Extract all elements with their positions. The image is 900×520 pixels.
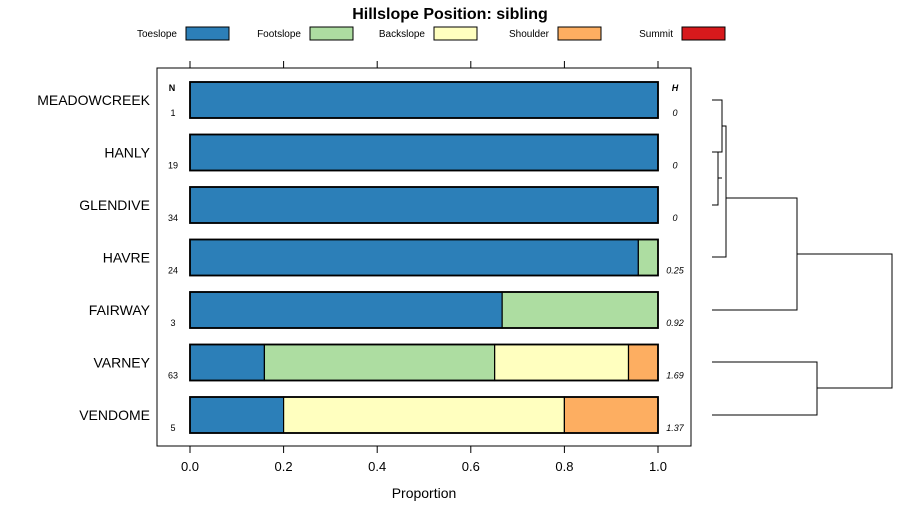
site-label: VENDOME	[79, 407, 150, 423]
site-label: MEADOWCREEK	[37, 92, 150, 108]
row-labels: MEADOWCREEK 1 0 HANLY 19 0 GLENDIVE 34 0 HAVRE 24 0…	[37, 92, 685, 433]
chart-title: Hillslope Position: sibling	[352, 6, 548, 23]
site-label: HAVRE	[103, 250, 150, 266]
bar-outline	[189, 238, 659, 277]
site-label: VARNEY	[93, 355, 150, 371]
bar-segment	[189, 133, 659, 172]
bar-outline	[189, 186, 659, 224]
x-axis-title: Proportion	[392, 485, 457, 501]
plot-frame	[156, 67, 692, 447]
h-value: 1.69	[666, 371, 684, 381]
bar-outline	[189, 133, 659, 172]
legend-swatch	[185, 26, 230, 41]
n-value: 5	[170, 423, 175, 433]
bar-segment	[627, 343, 659, 382]
legend-label: Toeslope	[137, 29, 177, 40]
dendrogram-branch	[712, 361, 818, 416]
bar-segment	[494, 343, 630, 382]
x-tick-label: 0.6	[462, 459, 480, 474]
n-value: 24	[168, 266, 178, 276]
x-tick-label: 0.0	[181, 459, 199, 474]
bar-outline	[189, 291, 659, 329]
site-label: GLENDIVE	[79, 197, 150, 213]
x-tick-label: 0.8	[555, 459, 573, 474]
legend-label: Summit	[639, 29, 673, 40]
h-value: 0	[672, 161, 677, 171]
dendrogram-branch	[797, 253, 893, 389]
h-value: 0.92	[666, 318, 684, 328]
n-column-header: N	[169, 83, 176, 93]
h-value: 1.37	[666, 423, 685, 433]
site-label: FAIRWAY	[89, 302, 151, 318]
n-value: 63	[168, 371, 178, 381]
h-column-header: H	[672, 83, 679, 93]
bars	[189, 81, 659, 434]
legend: Toeslope Footslope Backslope Shoulder Summit	[137, 26, 726, 41]
bar-outline	[189, 81, 659, 119]
bar-segment	[189, 186, 659, 224]
bar-segment	[189, 396, 285, 434]
legend-swatch	[433, 26, 478, 41]
x-tick-label: 0.4	[368, 459, 386, 474]
n-value: 34	[168, 213, 178, 223]
bar-segment	[501, 291, 659, 329]
bar-segment	[283, 396, 565, 434]
h-value: 0	[672, 213, 677, 223]
legend-swatch	[557, 26, 602, 41]
dendrogram-branch	[712, 151, 719, 206]
dendrogram	[712, 99, 893, 416]
bar-outline	[189, 396, 659, 434]
bar-segment	[637, 238, 659, 277]
n-value: 1	[170, 108, 175, 118]
x-tick-label: 0.2	[275, 459, 293, 474]
h-value: 0.25	[666, 266, 685, 276]
bar-segment	[189, 238, 639, 277]
dendrogram-branch	[712, 125, 727, 258]
h-value: 0	[672, 108, 677, 118]
legend-label: Backslope	[379, 29, 426, 40]
bar-segment	[263, 343, 496, 382]
bar-segment	[189, 81, 659, 119]
dendrogram-branch	[712, 99, 723, 153]
n-value: 3	[170, 318, 175, 328]
bar-segment	[563, 396, 659, 434]
bar-segment	[189, 343, 266, 382]
bar-segment	[189, 291, 503, 329]
x-tick-label: 1.0	[649, 459, 667, 474]
legend-label: Shoulder	[509, 29, 550, 40]
legend-swatch	[309, 26, 354, 41]
site-label: HANLY	[104, 145, 150, 161]
bar-outline	[189, 343, 659, 382]
legend-label: Footslope	[257, 29, 301, 40]
dendrogram-branch	[712, 197, 798, 311]
x-axis: 0.0 0.2 0.4 0.6 0.8 1.0	[181, 61, 667, 474]
n-value: 19	[168, 161, 178, 171]
legend-swatch	[681, 26, 726, 41]
